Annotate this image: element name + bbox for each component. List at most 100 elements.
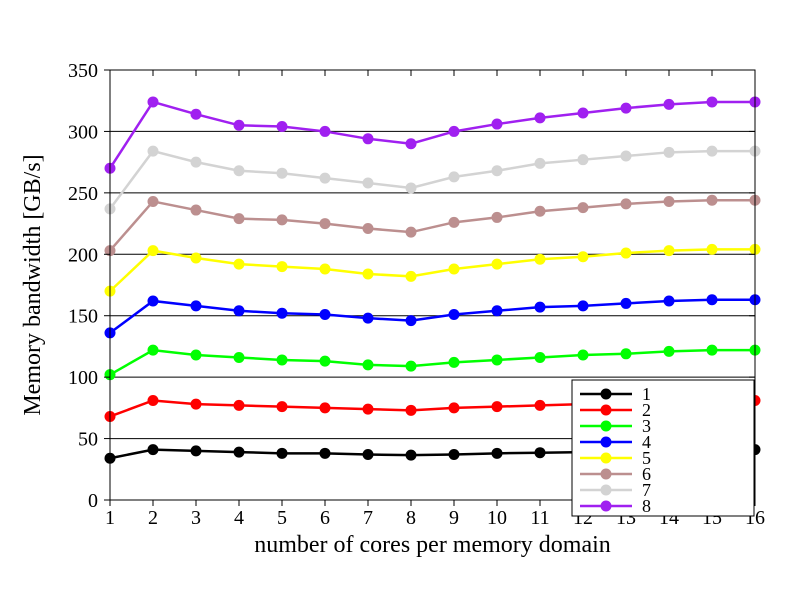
series-marker-7 — [191, 157, 202, 168]
series-marker-7 — [664, 147, 675, 158]
series-marker-6 — [664, 196, 675, 207]
y-axis-label: Memory bandwidth [GB/s] — [20, 154, 46, 415]
y-tick-label: 200 — [68, 244, 98, 266]
bandwidth-chart: 1234567891011121314151605010015020025030… — [0, 0, 792, 612]
series-marker-4 — [406, 315, 417, 326]
series-marker-7 — [535, 158, 546, 169]
series-marker-7 — [707, 146, 718, 157]
series-marker-4 — [492, 305, 503, 316]
series-marker-8 — [406, 138, 417, 149]
x-tick-label: 9 — [449, 507, 459, 529]
series-marker-8 — [492, 119, 503, 130]
series-marker-1 — [363, 449, 374, 460]
series-marker-1 — [535, 447, 546, 458]
series-marker-5 — [664, 245, 675, 256]
series-marker-3 — [406, 361, 417, 372]
series-marker-3 — [621, 348, 632, 359]
series-marker-4 — [320, 309, 331, 320]
series-marker-1 — [148, 444, 159, 455]
x-tick-label: 1 — [105, 507, 115, 529]
series-marker-7 — [277, 168, 288, 179]
series-marker-8 — [277, 121, 288, 132]
series-marker-2 — [363, 404, 374, 415]
series-marker-5 — [449, 264, 460, 275]
series-marker-7 — [621, 151, 632, 162]
y-tick-label: 0 — [88, 490, 98, 512]
series-marker-2 — [449, 402, 460, 413]
series-marker-7 — [406, 182, 417, 193]
x-tick-label: 6 — [320, 507, 330, 529]
series-marker-1 — [449, 449, 460, 460]
series-marker-5 — [578, 251, 589, 262]
series-marker-6 — [277, 214, 288, 225]
series-marker-6 — [535, 206, 546, 217]
legend-marker-8 — [601, 501, 612, 512]
series-marker-3 — [148, 345, 159, 356]
series-marker-4 — [191, 300, 202, 311]
series-marker-5 — [535, 254, 546, 265]
legend-marker-7 — [601, 485, 612, 496]
series-marker-4 — [707, 294, 718, 305]
legend-marker-4 — [601, 437, 612, 448]
series-marker-2 — [234, 400, 245, 411]
series-marker-1 — [320, 448, 331, 459]
x-tick-label: 11 — [530, 507, 549, 529]
legend-marker-2 — [601, 405, 612, 416]
series-marker-3 — [449, 357, 460, 368]
series-marker-2 — [191, 399, 202, 410]
series-marker-4 — [363, 313, 374, 324]
series-marker-5 — [492, 259, 503, 270]
x-tick-label: 4 — [234, 507, 244, 529]
series-marker-1 — [277, 448, 288, 459]
series-marker-1 — [191, 445, 202, 456]
series-marker-1 — [234, 447, 245, 458]
series-marker-6 — [621, 198, 632, 209]
series-marker-4 — [148, 295, 159, 306]
series-marker-2 — [148, 395, 159, 406]
series-marker-7 — [449, 171, 460, 182]
series-marker-3 — [277, 354, 288, 365]
series-marker-4 — [664, 295, 675, 306]
series-marker-1 — [406, 450, 417, 461]
series-marker-5 — [707, 244, 718, 255]
series-marker-4 — [449, 309, 460, 320]
series-marker-2 — [320, 402, 331, 413]
x-tick-label: 5 — [277, 507, 287, 529]
x-tick-label: 3 — [191, 507, 201, 529]
series-marker-3 — [707, 345, 718, 356]
x-tick-label: 7 — [363, 507, 373, 529]
y-tick-label: 150 — [68, 306, 98, 328]
series-marker-3 — [191, 350, 202, 361]
series-marker-3 — [492, 354, 503, 365]
y-tick-label: 100 — [68, 367, 98, 389]
series-marker-6 — [320, 218, 331, 229]
series-marker-4 — [535, 302, 546, 313]
series-marker-8 — [234, 120, 245, 131]
series-marker-6 — [191, 205, 202, 216]
series-marker-7 — [234, 165, 245, 176]
legend-marker-1 — [601, 389, 612, 400]
x-tick-label: 8 — [406, 507, 416, 529]
series-marker-4 — [277, 308, 288, 319]
series-marker-3 — [320, 356, 331, 367]
series-marker-7 — [320, 173, 331, 184]
x-tick-label: 10 — [487, 507, 507, 529]
y-tick-label: 300 — [68, 121, 98, 143]
series-marker-5 — [363, 268, 374, 279]
series-marker-3 — [363, 359, 374, 370]
series-marker-3 — [234, 352, 245, 363]
series-marker-8 — [621, 103, 632, 114]
y-tick-label: 250 — [68, 183, 98, 205]
legend-label-8: 8 — [642, 496, 651, 516]
x-tick-label: 2 — [148, 507, 158, 529]
series-marker-5 — [191, 252, 202, 263]
series-marker-5 — [277, 261, 288, 272]
series-marker-6 — [492, 212, 503, 223]
series-marker-2 — [535, 400, 546, 411]
series-marker-2 — [277, 401, 288, 412]
series-marker-7 — [492, 165, 503, 176]
series-marker-2 — [492, 401, 503, 412]
series-marker-6 — [234, 213, 245, 224]
series-marker-7 — [363, 178, 374, 189]
y-tick-label: 350 — [68, 60, 98, 82]
